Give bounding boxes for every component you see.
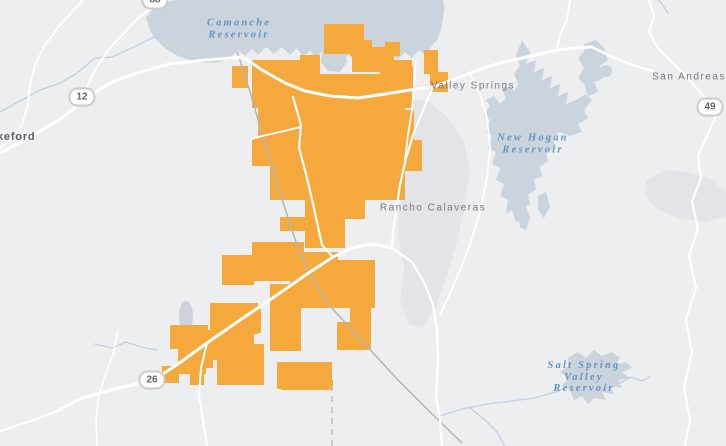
- stream-lines: [0, 0, 669, 446]
- stream-southwest: [94, 341, 158, 351]
- highway-26: [53, 242, 394, 414]
- salt-spring-valley-reservoir-water: [560, 350, 632, 404]
- road-south-vertical: [198, 342, 208, 446]
- road-orange-gap: [404, 59, 417, 161]
- road-northwest: [0, 0, 84, 149]
- new-hogan-south-finger-1: [518, 206, 530, 230]
- stream-southeast: [439, 387, 567, 417]
- water-label-line: Reservoir: [553, 382, 615, 394]
- railroad-line: [236, 50, 463, 444]
- place-label-valley-springs: Valley Springs: [430, 80, 516, 92]
- water-bodies: [146, 0, 632, 404]
- highway-88-road: [84, 2, 158, 100]
- service-area-polygon[interactable]: [162, 24, 448, 390]
- water-label-line: Salt Spring: [547, 359, 621, 371]
- highway-12-east: [241, 45, 594, 100]
- stream-west: [0, 33, 161, 113]
- road-south-of-26: [390, 246, 444, 446]
- place-label-san-andreas: San Andreas: [652, 71, 726, 83]
- small-pond: [179, 301, 193, 331]
- urban-area-san-andreas: [645, 170, 726, 222]
- place-label-town-partial: keford: [0, 131, 36, 143]
- water-label-line: Camanche: [206, 17, 272, 29]
- new-hogan-north-arm-water: [578, 40, 608, 96]
- route-shield-12: 12: [68, 87, 96, 107]
- new-hogan-south-finger-2: [538, 192, 550, 218]
- water-label-new-hogan-reservoir: New Hogan Reservoir: [497, 133, 568, 156]
- highway-49: [647, 0, 717, 446]
- stream-northeast: [658, 0, 669, 14]
- road-southwest-corner: [0, 411, 56, 432]
- place-label-rancho-calaveras: Rancho Calaveras: [379, 202, 487, 214]
- highway-12-west: [0, 55, 245, 155]
- stream-salt-spring-outlet: [609, 376, 651, 384]
- camanche-inlet-finger: [321, 53, 347, 72]
- water-label-salt-spring-valley-reservoir: Salt Spring Valley Reservoir: [548, 360, 621, 395]
- water-label-camanche-reservoir: Camanche Reservoir: [207, 18, 271, 41]
- road-from-north: [556, 0, 571, 50]
- stream-southeast-branch: [469, 407, 506, 446]
- route-shield-26: 26: [138, 370, 166, 390]
- route-shield-49: 49: [696, 97, 724, 117]
- water-label-line: Reservoir: [208, 29, 270, 40]
- new-hogan-reservoir-water: [484, 40, 592, 222]
- water-label-line: Valley: [564, 371, 604, 383]
- road-center-branch: [251, 126, 302, 140]
- water-label-line: New Hogan: [497, 132, 569, 144]
- road-east-corridor: [439, 72, 491, 316]
- road-valley-springs-south: [390, 85, 435, 250]
- road-center-vertical: [291, 95, 335, 259]
- road-to-san-andreas: [590, 45, 655, 73]
- road-southwest-vertical: [95, 329, 119, 446]
- route-shield-88: 88: [141, 0, 169, 10]
- tiny-pond: [600, 65, 612, 77]
- water-label-line: Reservoir: [502, 144, 564, 155]
